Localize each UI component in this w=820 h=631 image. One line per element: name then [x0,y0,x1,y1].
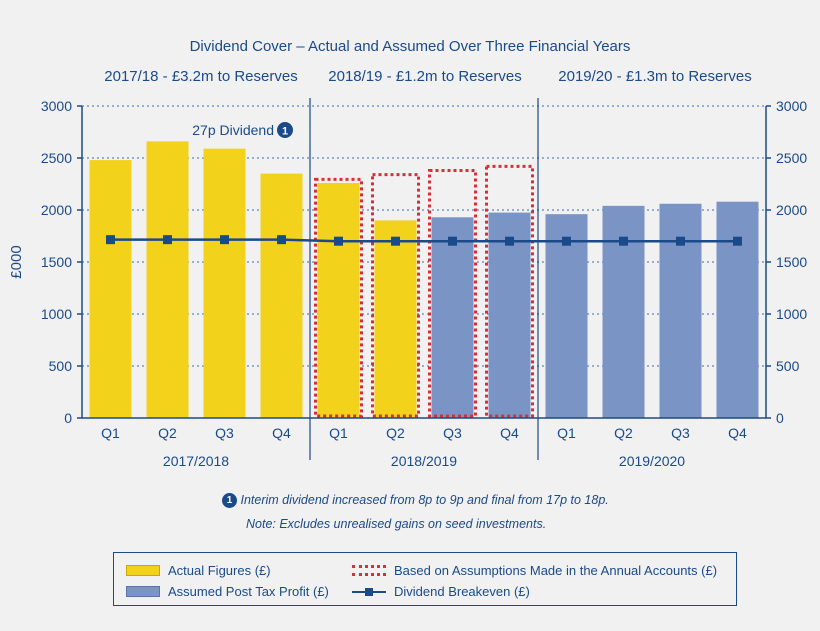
period-header-3: 2019/20 - £1.3m to Reserves [558,68,752,85]
y-tick-label-right-3: 1500 [776,254,807,270]
y-tick-label-left-4: 2000 [41,202,72,218]
legend-label-assumptions: Based on Assumptions Made in the Annual … [394,563,718,578]
bar-assumption-outline-4 [314,177,363,418]
annotation-text: 27p Dividend [192,122,274,138]
annotation-marker-number: 1 [282,126,288,138]
bar-actual-2 [203,148,246,418]
legend-swatch-assumed [126,586,160,597]
bar-assumption-outline-6 [428,168,477,418]
note-text-1: Interim dividend increased from 8p to 9p… [240,493,609,507]
legend: Actual Figures (£) Based on Assumptions … [113,552,737,606]
note-line-1: 1 Interim dividend increased from 8p to … [222,493,609,509]
y-tick-label-left-2: 1000 [41,306,72,322]
y-tick-label-left-0: 0 [64,410,72,426]
breakeven-marker-9 [619,236,628,246]
bar-actual-4 [317,182,360,418]
x-tick-label-6: Q3 [443,425,462,441]
x-tick-label-0: Q1 [101,425,120,441]
y-tick-label-right-4: 2000 [776,202,807,218]
breakeven-marker-2 [220,235,229,245]
bar-assumed-11 [716,201,759,418]
y-tick-label-left-1: 500 [49,358,73,374]
legend-label-breakeven: Dividend Breakeven (£) [394,584,530,599]
bar-assumed-8 [545,214,588,418]
chart-title: Dividend Cover – Actual and Assumed Over… [189,38,631,55]
note-marker: 1 [222,493,237,509]
period-header-2: 2018/19 - £1.2m to Reserves [328,68,522,85]
breakeven-marker-1 [163,235,172,245]
legend-item-breakeven: Dividend Breakeven (£) [352,584,530,599]
y-axis-label: £000 [8,245,25,278]
legend-item-assumed: Assumed Post Tax Profit (£) [126,584,329,599]
bar-assumed-6 [431,217,474,418]
breakeven-marker-10 [676,236,685,246]
x-tick-label-1: Q2 [158,425,177,441]
bar-actual-5 [374,220,417,418]
y-tick-label-left-5: 2500 [41,150,72,166]
x-tick-label-3: Q4 [272,425,291,441]
breakeven-marker-7 [505,236,514,246]
y-tick-label-right-0: 0 [776,410,784,426]
breakeven-marker-11 [733,236,742,246]
period-label-1: 2018/2019 [391,453,457,469]
bar-actual-3 [260,173,303,418]
legend-swatch-breakeven [352,587,386,596]
note-line-2: Note: Excludes unrealised gains on seed … [246,517,547,531]
legend-item-assumptions: Based on Assumptions Made in the Annual … [352,563,717,578]
bar-actual-1 [146,141,189,419]
x-tick-label-5: Q2 [386,425,405,441]
y-tick-label-right-2: 1000 [776,306,807,322]
breakeven-line [110,238,738,243]
chart-canvas: 0 0 500 500 1000 1000 1500 1500 2000 2000 2500 2500… [8,98,807,469]
period-header-1: 2017/18 - £3.2m to Reserves [104,68,298,85]
x-tick-label-4: Q1 [329,425,348,441]
x-tick-label-8: Q1 [557,425,576,441]
breakeven-marker-5 [391,236,400,246]
y-tick-label-left-6: 3000 [41,98,72,114]
period-label-2: 2019/2020 [619,453,685,469]
legend-swatch-assumptions [352,565,386,576]
bar-assumed-7 [488,212,531,418]
breakeven-marker-4 [334,236,343,246]
y-tick-label-right-5: 2500 [776,150,807,166]
breakeven-marker-6 [448,236,457,246]
x-tick-label-2: Q3 [215,425,234,441]
bar-assumption-outline-7 [485,164,534,418]
y-tick-label-right-6: 3000 [776,98,807,114]
bar-assumed-10 [659,203,702,418]
y-tick-label-left-3: 1500 [41,254,72,270]
breakeven-marker-8 [562,236,571,246]
y-tick-label-right-1: 500 [776,358,800,374]
breakeven-marker-3 [277,235,286,245]
legend-label-assumed: Assumed Post Tax Profit (£) [168,584,329,599]
breakeven-marker-0 [106,235,115,245]
x-tick-label-11: Q4 [728,425,747,441]
annotation-marker-circle [277,122,293,138]
x-tick-label-7: Q4 [500,425,519,441]
legend-swatch-actual [126,565,160,576]
period-label-0: 2017/2018 [163,453,229,469]
x-tick-label-9: Q2 [614,425,633,441]
bar-actual-0 [89,160,132,418]
legend-label-actual: Actual Figures (£) [168,563,271,578]
x-tick-label-10: Q3 [671,425,690,441]
legend-item-actual: Actual Figures (£) [126,563,271,578]
